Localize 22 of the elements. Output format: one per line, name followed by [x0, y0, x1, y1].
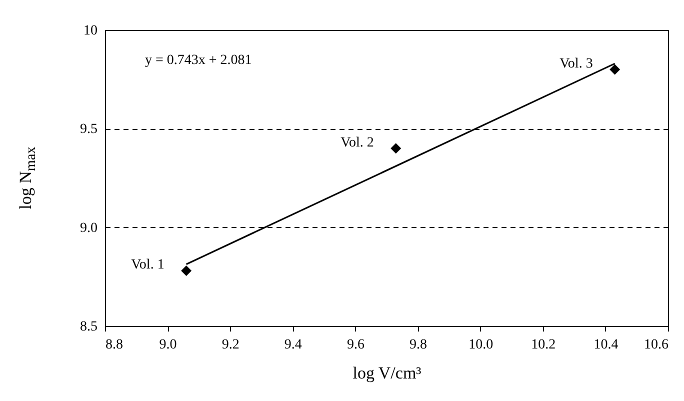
annotation: y = 0.743x + 2.081 [145, 53, 252, 68]
x-tick-label: 9.6 [346, 338, 364, 352]
point [181, 266, 192, 276]
y-tick-label: 9.5 [80, 122, 98, 138]
y-tick-label: 9.0 [80, 220, 98, 236]
x-tick-label: 10.0 [468, 338, 494, 352]
x-tick-label: 10.4 [594, 338, 618, 352]
x-tick-label: 10.6 [644, 338, 668, 352]
x-tick-label: 9.2 [222, 338, 240, 352]
point [390, 143, 402, 154]
annotation: Vol. 2 [340, 135, 374, 150]
x-tick-label: 9.4 [284, 338, 302, 352]
x-axis-title: log V/cm³ [352, 364, 422, 382]
x-tick-label: 8.8 [106, 338, 123, 352]
annotation: Vol. 1 [131, 258, 164, 273]
x-tick-label: 9.8 [410, 338, 428, 352]
y-tick-label: 8.5 [80, 320, 98, 334]
x-tick-label: 10.2 [531, 338, 556, 352]
point [610, 64, 620, 75]
x-tick-label: 9.0 [159, 338, 177, 352]
annotation: Vol. 3 [560, 56, 593, 72]
y-tick-label: 10 [84, 24, 98, 38]
